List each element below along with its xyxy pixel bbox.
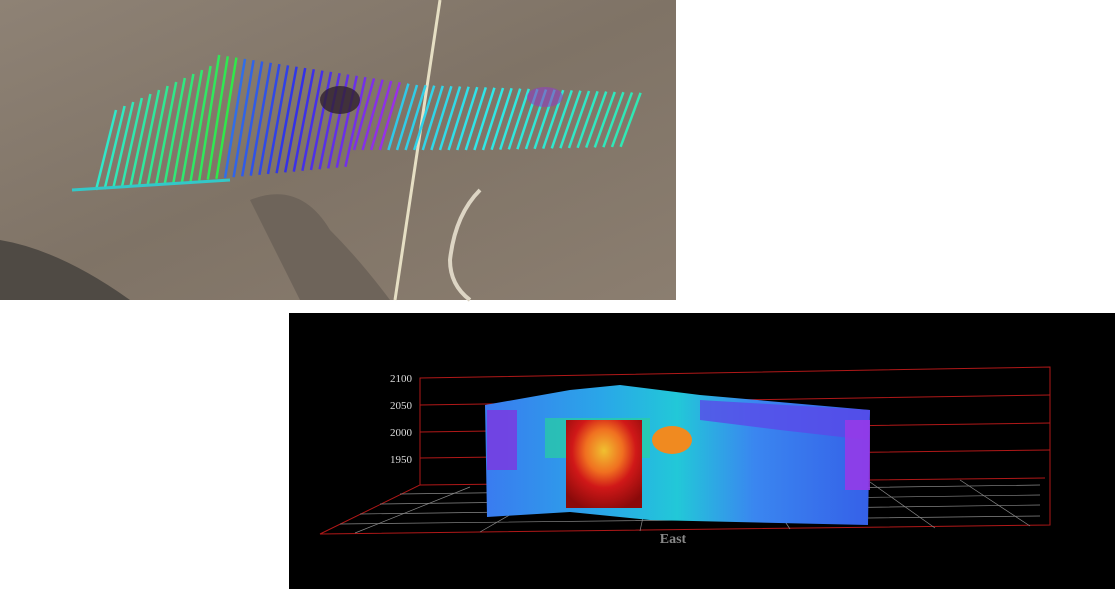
survey-line	[464, 87, 487, 151]
terrain-image	[0, 0, 676, 302]
survey-line	[172, 73, 195, 184]
survey-line	[473, 87, 496, 151]
survey-line	[223, 58, 247, 179]
survey-line	[163, 77, 187, 184]
survey-line	[387, 83, 410, 151]
survey-line	[395, 84, 419, 151]
survey-line	[456, 86, 479, 151]
anomaly	[320, 86, 360, 114]
survey-line	[567, 90, 591, 149]
survey-line	[197, 54, 221, 181]
survey-line	[619, 92, 642, 148]
voxel-hot	[566, 420, 642, 508]
survey-line	[481, 87, 505, 151]
survey-line	[129, 93, 152, 188]
survey-line	[593, 91, 616, 148]
survey-line	[309, 71, 333, 171]
survey-line	[344, 76, 367, 168]
elevation-label: 2050	[390, 400, 413, 412]
elevation-label: 2100	[390, 373, 413, 385]
voxel-orange	[652, 426, 692, 454]
survey-line	[507, 88, 530, 150]
survey-line	[499, 88, 522, 150]
survey-line	[215, 57, 238, 180]
shadow	[0, 240, 130, 300]
survey-line	[111, 101, 135, 189]
survey-line	[266, 65, 290, 175]
survey-line	[447, 86, 470, 151]
survey-line	[438, 86, 462, 151]
survey-line	[430, 85, 453, 151]
survey-tie-line	[71, 178, 231, 192]
model-image: 2100 2050 2000 1950 East	[289, 313, 1115, 589]
survey-line	[120, 97, 144, 188]
survey-lines	[71, 54, 642, 192]
survey-line	[413, 85, 436, 151]
survey-line	[154, 81, 178, 185]
survey-line	[301, 70, 324, 172]
survey-line	[275, 66, 298, 174]
survey-line	[189, 65, 212, 182]
survey-line	[249, 62, 273, 176]
survey-line	[94, 109, 118, 191]
survey-line	[421, 85, 444, 151]
survey-line	[103, 105, 126, 190]
survey-line	[232, 59, 255, 178]
survey-line	[576, 90, 599, 149]
survey-line	[490, 87, 513, 151]
survey-line	[610, 92, 634, 148]
elevation-label: 1950	[390, 454, 413, 466]
survey-line	[404, 84, 427, 151]
survey-line	[602, 91, 625, 148]
voxel-block	[485, 385, 870, 525]
elevation-axis: 2100 2050 2000 1950	[390, 373, 413, 466]
survey-line	[258, 63, 281, 176]
survey-line	[283, 67, 307, 173]
survey-line	[361, 79, 384, 151]
voxel-purple-left	[487, 410, 517, 470]
survey-line	[550, 89, 573, 149]
survey-line	[180, 69, 204, 183]
survey-line	[292, 69, 316, 172]
survey-line	[206, 56, 230, 180]
survey-line	[352, 78, 376, 151]
road	[393, 0, 442, 301]
axis-title: East	[660, 532, 687, 547]
survey-line	[378, 81, 401, 151]
voxel-purple	[700, 400, 870, 440]
survey-line	[137, 89, 161, 187]
voxel-purple-right	[845, 420, 870, 490]
survey-line	[146, 85, 169, 186]
survey-line	[585, 91, 608, 149]
anomaly	[527, 87, 563, 107]
survey-line	[559, 90, 582, 149]
survey-line	[369, 80, 393, 151]
ridge	[250, 194, 390, 300]
survey-line	[240, 61, 264, 177]
elevation-label: 2000	[390, 427, 413, 439]
wash	[447, 188, 482, 302]
